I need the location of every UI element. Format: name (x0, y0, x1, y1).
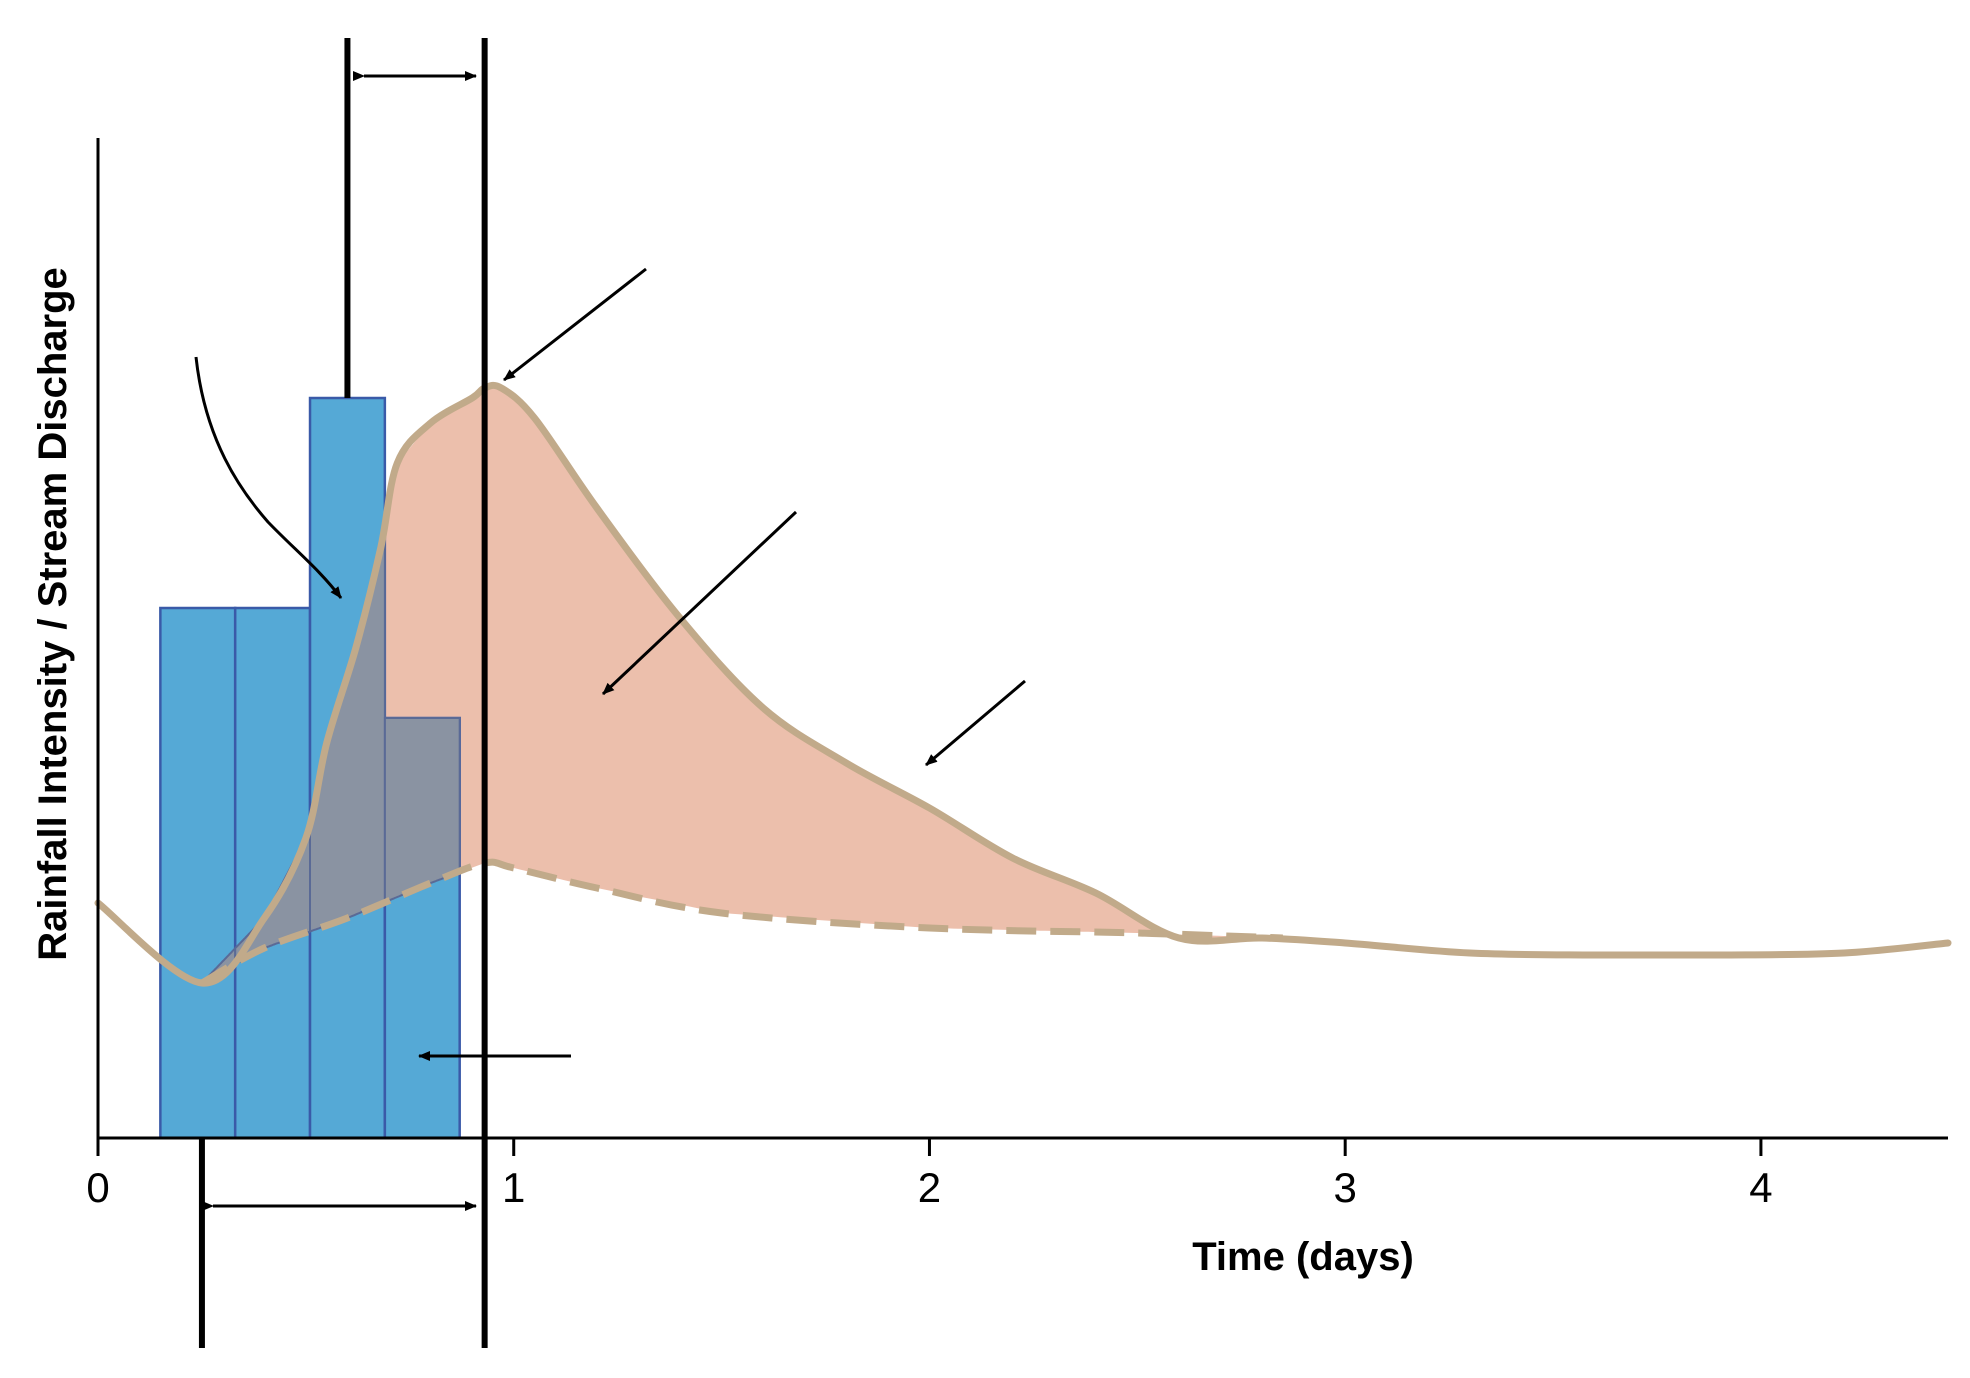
hydrograph-line (94, 381, 1952, 987)
x-tick-label-2: 2 (918, 1164, 941, 1211)
x-tick-label-3: 3 (1334, 1164, 1357, 1211)
y-axis-title: Rainfall Intensity / Stream Discharge (31, 267, 75, 961)
x-tick-label-4: 4 (1749, 1164, 1772, 1211)
x-axis-title: Time (days) (1192, 1235, 1414, 1279)
baseflow-line (200, 858, 1283, 987)
annotation-arrows (194, 71, 1026, 1211)
rising-limb-arrow (194, 356, 343, 599)
x-tick-label-0: 0 (86, 1164, 109, 1211)
x-tick-label-1: 1 (502, 1164, 525, 1211)
falling-limb-arrow (925, 679, 1026, 767)
rainfall-bar-1 (159, 606, 237, 1140)
peak-discharge-arrow (503, 267, 647, 382)
quickflow-arrow (601, 510, 798, 696)
